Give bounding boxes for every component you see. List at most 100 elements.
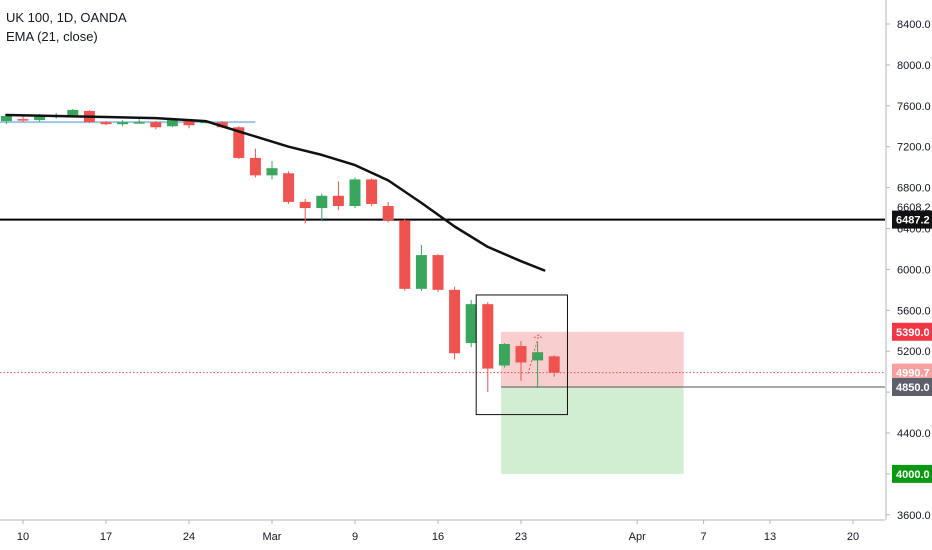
ema-line [5, 113, 546, 272]
price-label: 6487.2 [892, 210, 932, 229]
indicator-title[interactable]: EMA (21, close) [6, 29, 98, 44]
candle-body [399, 220, 411, 289]
price-axis[interactable]: 8400.08000.07600.07200.06800.06400.06000… [885, 0, 931, 522]
candle-body [67, 109, 79, 116]
candle-body [432, 255, 444, 290]
y-tick-label: 3600.0 [897, 510, 931, 522]
x-tick-label: 20 [847, 531, 859, 543]
price-label-bg [892, 377, 932, 396]
price-label-text: 5390.0 [896, 327, 930, 339]
projection-arrow [527, 334, 543, 374]
time-axis[interactable]: 10 17 24 Mar 9 16 23 Apr 7 13 20 [0, 519, 885, 543]
x-tick-label: 9 [352, 531, 358, 543]
price-labels: 6487.2 5390.0 4990.7 4850.0 4000.0 [892, 210, 932, 483]
y-tick-label: 7600.0 [897, 101, 931, 113]
candle [17, 116, 29, 123]
candle-body [249, 157, 261, 176]
x-tick-label: 16 [432, 531, 444, 543]
price-label-text: 4990.7 [896, 368, 930, 380]
candle [449, 286, 461, 360]
candle [515, 340, 527, 381]
candle [150, 121, 162, 130]
candle [133, 119, 145, 124]
candle-body [332, 195, 344, 207]
candle [266, 161, 278, 180]
candle-body [382, 206, 394, 221]
candle [0, 115, 12, 125]
candle-body [482, 304, 494, 369]
candle-body [216, 122, 228, 128]
candle [548, 355, 560, 377]
candle-body [133, 122, 145, 124]
candle [316, 193, 328, 222]
candle-body [548, 356, 560, 373]
highlight-box [475, 294, 568, 416]
candle [332, 181, 344, 211]
candle-body [349, 179, 361, 207]
y-tick-label: 7200.0 [897, 142, 931, 154]
candle-body [17, 119, 29, 121]
y-tick-label: 6000.0 [897, 264, 931, 276]
candle-body [465, 304, 477, 344]
price-label-bg [892, 210, 932, 229]
x-tick-label: 7 [701, 531, 707, 543]
candle-body [117, 122, 129, 125]
price-label-bg [892, 464, 932, 483]
candle-body [166, 120, 178, 127]
candle [366, 178, 378, 207]
price-label-bg [892, 363, 932, 382]
candle [100, 121, 112, 126]
candle [299, 198, 311, 224]
x-tick-label: 13 [764, 531, 776, 543]
candle-body [316, 195, 328, 209]
x-tick-label: Mar [263, 531, 282, 543]
candle [349, 177, 361, 209]
candle [283, 171, 295, 204]
price-label-text: 4000.0 [896, 469, 930, 481]
candle [117, 120, 129, 127]
price-label-text: 6487.2 [896, 215, 930, 227]
candle [382, 201, 394, 223]
x-tick-label: Apr [629, 531, 646, 543]
y-tick-label: 6800.0 [897, 183, 931, 195]
candle-body [150, 122, 162, 128]
candle-body [449, 289, 461, 354]
price-label: 4990.7 [892, 363, 932, 382]
y-tick-label: 4400.0 [897, 428, 931, 440]
candle-body [183, 120, 195, 126]
chart-legend[interactable]: UK 100, 1D, OANDA EMA (21, close) [6, 8, 127, 46]
candle-body [283, 173, 295, 202]
price-label-text: 4850.0 [896, 382, 930, 394]
stop-loss-zone [501, 331, 684, 387]
candle-body [34, 116, 46, 121]
x-tick-label: 10 [17, 531, 29, 543]
y-tick-label: 5600.0 [897, 305, 931, 317]
plot-area[interactable] [0, 108, 885, 474]
candle-body [0, 116, 12, 122]
candle-body [266, 168, 278, 176]
candle [415, 244, 427, 291]
price-label: 5390.0 [892, 322, 932, 341]
candle [166, 119, 178, 128]
y-tick-label: 5200.0 [897, 346, 931, 358]
candle-body [498, 344, 510, 366]
candle-body [233, 127, 245, 158]
x-tick-label: 17 [100, 531, 112, 543]
candle [399, 218, 411, 291]
price-label: 4000.0 [892, 464, 932, 483]
y-tick-label: 8000.0 [897, 60, 931, 72]
candle-body [515, 346, 527, 363]
candle-body [100, 122, 112, 125]
candle-body [415, 255, 427, 289]
candle [465, 300, 477, 348]
candle [532, 341, 544, 389]
y-tick-label: 8400.0 [897, 19, 931, 31]
price-label: 4850.0 [892, 377, 932, 396]
price-label-bg [892, 322, 932, 341]
take-profit-zone [501, 386, 684, 474]
x-tick-label: 24 [183, 531, 195, 543]
symbol-title[interactable]: UK 100, 1D, OANDA [6, 10, 127, 25]
x-tick-label: 23 [515, 531, 527, 543]
candle-body [532, 352, 544, 361]
